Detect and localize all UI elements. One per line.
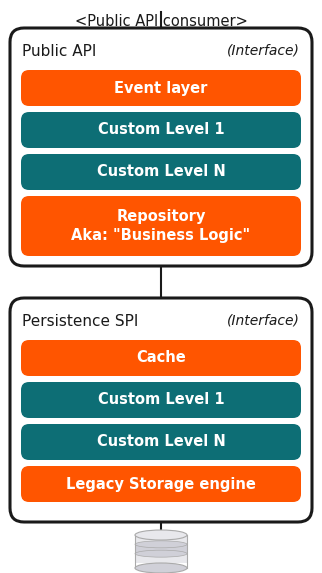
- Text: Custom Level N: Custom Level N: [97, 434, 225, 449]
- FancyBboxPatch shape: [21, 340, 301, 376]
- Bar: [135, 535, 187, 544]
- FancyBboxPatch shape: [21, 424, 301, 460]
- Ellipse shape: [135, 563, 187, 573]
- Text: Repository
Aka: "Business Logic": Repository Aka: "Business Logic": [71, 209, 251, 243]
- Text: (Interface): (Interface): [227, 44, 300, 58]
- Bar: [135, 544, 187, 554]
- Text: (Interface): (Interface): [227, 314, 300, 328]
- FancyBboxPatch shape: [10, 298, 312, 522]
- Text: Event layer: Event layer: [114, 80, 208, 96]
- FancyBboxPatch shape: [21, 466, 301, 502]
- FancyBboxPatch shape: [21, 196, 301, 256]
- FancyBboxPatch shape: [21, 382, 301, 418]
- Text: <Public API consumer>: <Public API consumer>: [75, 14, 247, 29]
- FancyBboxPatch shape: [21, 70, 301, 106]
- Text: Custom Level N: Custom Level N: [97, 164, 225, 179]
- Text: Custom Level 1: Custom Level 1: [98, 393, 224, 407]
- FancyBboxPatch shape: [21, 154, 301, 190]
- Text: Persistence SPI: Persistence SPI: [22, 314, 138, 329]
- Ellipse shape: [135, 550, 187, 557]
- Text: Legacy Storage engine: Legacy Storage engine: [66, 477, 256, 492]
- Ellipse shape: [135, 541, 187, 548]
- Text: Cache: Cache: [136, 351, 186, 366]
- Bar: [135, 554, 187, 563]
- Ellipse shape: [135, 530, 187, 540]
- Text: Public API: Public API: [22, 44, 96, 59]
- Text: Custom Level 1: Custom Level 1: [98, 123, 224, 138]
- FancyBboxPatch shape: [10, 28, 312, 266]
- FancyBboxPatch shape: [21, 112, 301, 148]
